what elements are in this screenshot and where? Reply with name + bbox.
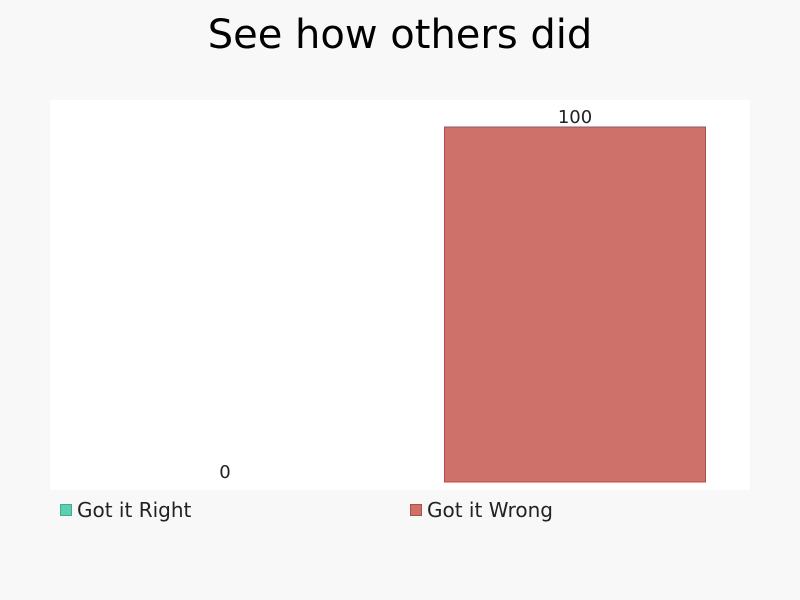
legend-swatch-got-it-right <box>60 504 72 516</box>
legend-item-got-it-right: Got it Right <box>60 498 191 522</box>
legend-swatch-got-it-wrong <box>410 504 422 516</box>
data-label-got-it-wrong: 100 <box>558 107 592 128</box>
chart-title: See how others did <box>207 12 593 58</box>
legend: Got it Right Got it Wrong <box>0 498 800 522</box>
legend-label-got-it-right: Got it Right <box>77 498 192 522</box>
bar-got-it-wrong <box>444 126 706 483</box>
legend-label-got-it-wrong: Got it Wrong <box>427 498 553 522</box>
legend-item-got-it-wrong: Got it Wrong <box>410 498 553 522</box>
data-label-got-it-right: 0 <box>219 462 230 483</box>
